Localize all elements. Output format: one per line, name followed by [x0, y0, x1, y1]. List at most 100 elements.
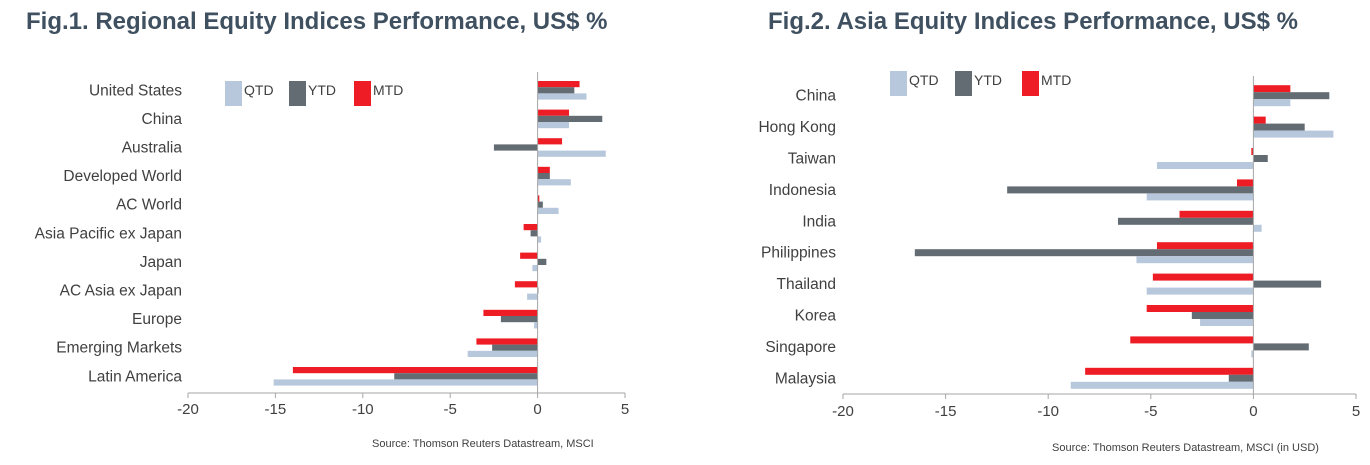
bar-qtd-china — [1253, 99, 1291, 107]
category-label: Singapore — [765, 339, 836, 356]
bar-mtd-thailand — [1152, 273, 1254, 281]
bar-mtd-united-states — [537, 81, 580, 88]
bar-qtd-australia — [537, 150, 606, 157]
category-label: AC World — [116, 197, 182, 214]
bar-ytd-europe — [500, 316, 538, 323]
bar-mtd-taiwan — [1251, 148, 1254, 155]
legend-label-qtd: QTD — [909, 72, 939, 88]
chart-title: Fig.2. Asia Equity Indices Performance, … — [768, 8, 1298, 35]
category-label: Emerging Markets — [56, 340, 182, 357]
x-tick-label: -5 — [1144, 403, 1157, 420]
legend-swatch-qtd — [225, 81, 242, 106]
legend-swatch-ytd — [289, 81, 306, 106]
category-label: Japan — [140, 254, 182, 271]
bar-mtd-japan — [520, 252, 538, 259]
bar-ytd-india — [1117, 217, 1254, 225]
bar-ytd-united-states — [537, 87, 575, 94]
bar-mtd-singapore — [1130, 336, 1254, 344]
bar-ytd-thailand — [1253, 280, 1322, 288]
bar-qtd-developed-world — [537, 179, 571, 186]
bar-qtd-japan — [532, 265, 538, 272]
legend-swatch-ytd — [955, 71, 972, 96]
bar-mtd-asia-pacific-ex-japan — [523, 224, 538, 231]
bar-mtd-hong-kong — [1253, 116, 1266, 124]
x-tick-label: 5 — [621, 401, 629, 418]
bar-ytd-malaysia — [1228, 374, 1254, 382]
bar-ytd-indonesia — [1007, 186, 1254, 194]
bar-ytd-korea — [1191, 312, 1254, 319]
bar-ytd-asia-pacific-ex-japan — [530, 230, 538, 237]
bar-qtd-china — [537, 122, 570, 129]
bar-ytd-japan — [537, 258, 547, 265]
bar-mtd-australia — [537, 138, 563, 145]
bar-qtd-malaysia — [1070, 381, 1254, 389]
chart-svg: China Hong Kong Taiwan Indonesia India Philip… — [758, 71, 1360, 420]
bar-mtd-europe — [483, 309, 538, 316]
x-tick-label: -15 — [265, 401, 287, 418]
bar-qtd-thailand — [1146, 287, 1254, 295]
legend-label-ytd: YTD — [974, 72, 1002, 88]
x-tick-label: -20 — [177, 401, 199, 418]
category-label: Europe — [132, 311, 182, 328]
category-label: AC Asia ex Japan — [60, 283, 182, 300]
category-label: Developed World — [63, 168, 182, 185]
legend-swatch-mtd — [1022, 71, 1039, 96]
bar-ytd-china — [1253, 92, 1330, 100]
category-label: India — [802, 213, 836, 230]
chart-svg: United States China Australia Developed Wor… — [35, 72, 629, 418]
bar-mtd-malaysia — [1085, 367, 1254, 375]
category-label: China — [142, 111, 183, 128]
bar-qtd-taiwan — [1156, 162, 1254, 169]
bar-mtd-ac-world — [537, 195, 540, 202]
chart-panel-asia: China Hong Kong Taiwan Indonesia India Philip… — [690, 0, 1370, 465]
chart-panel-regional: United States China Australia Developed Wor… — [26, 8, 629, 450]
category-label: Latin America — [88, 368, 182, 385]
category-label: Malaysia — [775, 370, 837, 387]
x-tick-label: -10 — [1037, 403, 1059, 420]
source-note: Source: Thomson Reuters Datastream, MSCI… — [1052, 442, 1319, 454]
category-label: Taiwan — [788, 151, 836, 168]
category-label: Hong Kong — [758, 119, 836, 136]
bar-mtd-china — [537, 109, 570, 116]
category-label: Indonesia — [769, 182, 837, 199]
category-label: China — [796, 88, 837, 105]
legend-label-mtd: MTD — [373, 82, 403, 98]
x-tick-label: 5 — [1352, 403, 1360, 420]
category-label: Thailand — [777, 276, 836, 293]
legend-swatch-mtd — [354, 81, 371, 106]
bar-mtd-ac-asia-ex-japan — [514, 281, 538, 288]
bar-qtd-europe — [534, 322, 538, 329]
x-tick-label: -5 — [444, 401, 457, 418]
bar-mtd-korea — [1146, 305, 1254, 312]
chart-title: Fig.1. Regional Equity Indices Performan… — [26, 8, 608, 35]
bar-mtd-latin-america — [292, 367, 538, 374]
x-tick-label: 0 — [1249, 403, 1257, 420]
legend-label-mtd: MTD — [1041, 72, 1071, 88]
bar-qtd-asia-pacific-ex-japan — [537, 236, 542, 243]
category-label: Australia — [122, 140, 183, 157]
bar-ytd-hong-kong — [1253, 123, 1305, 131]
legend-swatch-qtd — [890, 71, 907, 96]
bar-ytd-ac-world — [537, 201, 543, 208]
bar-ytd-developed-world — [537, 173, 550, 180]
legend-label-ytd: YTD — [308, 82, 336, 98]
bar-ytd-singapore — [1253, 343, 1309, 351]
bar-qtd-indonesia — [1146, 193, 1254, 201]
x-tick-label: -15 — [935, 403, 957, 420]
bar-ytd-emerging-markets — [492, 344, 538, 351]
category-label: Asia Pacific ex Japan — [35, 225, 182, 242]
bar-ytd-latin-america — [394, 373, 538, 380]
bar-qtd-ac-world — [537, 207, 559, 214]
bar-mtd-india — [1179, 210, 1254, 218]
bar-qtd-korea — [1200, 319, 1254, 326]
x-tick-label: -20 — [832, 403, 854, 420]
bar-qtd-united-states — [537, 93, 587, 100]
legend-label-qtd: QTD — [244, 82, 274, 98]
x-tick-label: 0 — [533, 401, 541, 418]
category-label: Korea — [795, 308, 837, 325]
bar-mtd-developed-world — [537, 166, 550, 173]
bar-mtd-indonesia — [1236, 179, 1254, 187]
source-note: Source: Thomson Reuters Datastream, MSCI — [372, 438, 594, 450]
bar-qtd-singapore — [1251, 350, 1254, 358]
bar-qtd-emerging-markets — [467, 350, 538, 357]
